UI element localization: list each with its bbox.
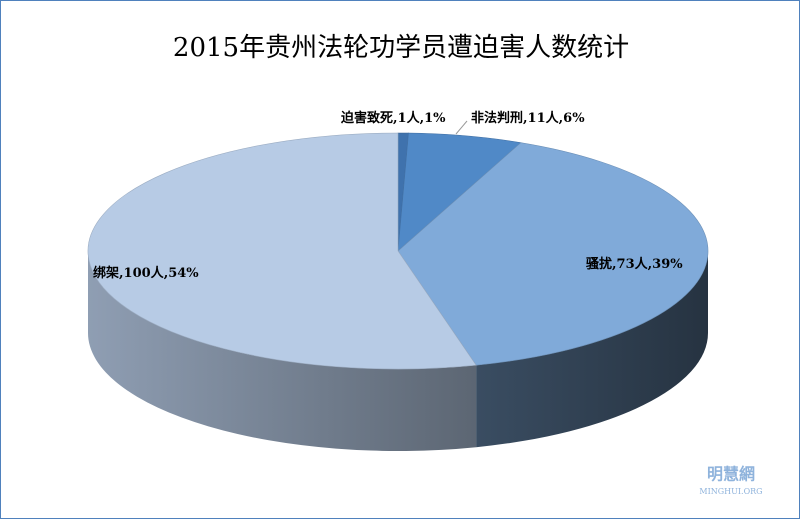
label-value: 73人 <box>617 256 649 272</box>
label-category: 非法判刑 <box>471 110 523 126</box>
data-label: 绑架,100人,54% <box>93 265 199 281</box>
leader-line <box>455 120 468 135</box>
slice <box>87 132 477 370</box>
label-separator: , <box>648 257 653 272</box>
label-separator: , <box>559 111 564 126</box>
label-separator: , <box>523 111 528 126</box>
label-category: 骚扰 <box>586 256 612 272</box>
data-label: 迫害致死,1人,1% <box>340 110 446 126</box>
chart-title: 2015年贵州法轮功学员遭迫害人数统计 <box>173 33 629 63</box>
label-percent: 1% <box>424 111 446 126</box>
watermark-sub: MINGHUI.ORG <box>699 487 762 496</box>
label-separator: , <box>119 266 124 281</box>
label-value: 1人 <box>398 110 421 126</box>
label-separator: , <box>420 111 425 126</box>
slice <box>397 142 709 366</box>
label-separator: , <box>393 111 398 126</box>
label-category: 迫害致死 <box>340 110 393 126</box>
watermark: 明慧網 <box>707 465 755 484</box>
label-percent: 54% <box>168 266 199 281</box>
data-label: 非法判刑,11人,6% <box>471 110 585 126</box>
label-percent: 39% <box>652 257 683 272</box>
label-separator: , <box>164 266 169 281</box>
label-value: 100人 <box>124 265 165 281</box>
label-separator: , <box>612 257 617 272</box>
label-percent: 6% <box>563 111 585 126</box>
data-label: 骚扰,73人,39% <box>586 256 683 272</box>
label-category: 绑架 <box>93 265 119 281</box>
label-value: 11人 <box>528 110 560 126</box>
slice-side <box>476 251 708 448</box>
slice-side <box>88 251 477 451</box>
